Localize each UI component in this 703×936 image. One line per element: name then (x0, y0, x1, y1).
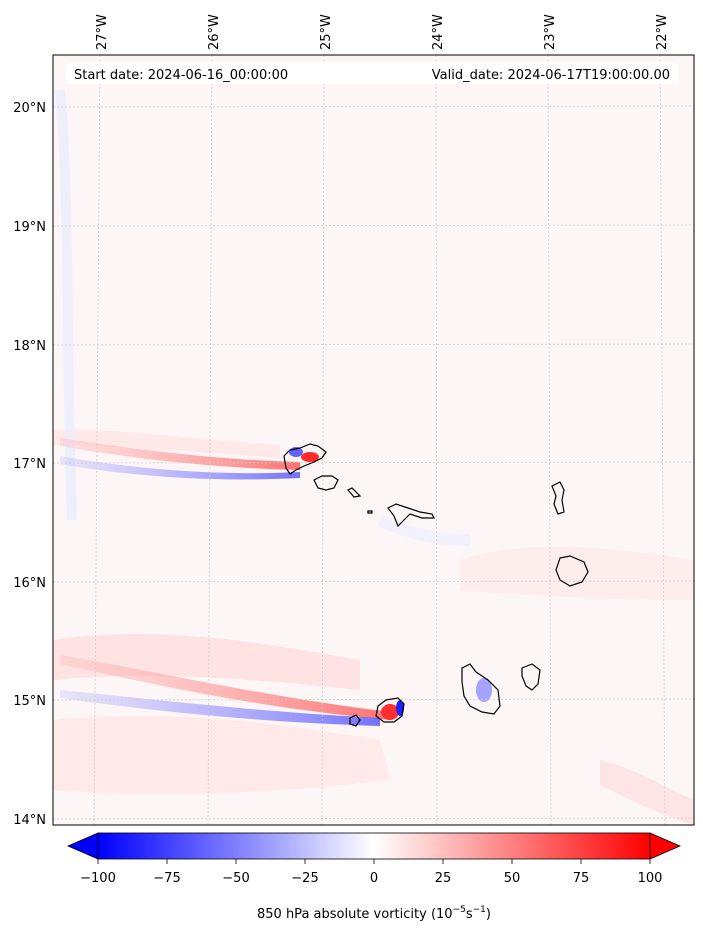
colorbar-label-prefix: 850 hPa absolute vorticity (10 (257, 907, 453, 922)
lat-tick-label: 20°N (13, 101, 46, 116)
island-maio (521, 663, 541, 691)
vorticity-patch (55, 89, 77, 521)
negative-vorticity-band (60, 456, 300, 480)
colorbar-label-suffix: ) (486, 907, 491, 922)
lon-tick-label: 22°W (655, 14, 670, 50)
island-boa-vista (555, 555, 589, 587)
vorticity-patch (53, 716, 390, 795)
lon-tick-label: 24°W (431, 14, 446, 50)
colorbar-min-extend (66, 832, 99, 860)
negative-vorticity-core (476, 678, 492, 702)
colorbar-gradient (97, 832, 651, 860)
gridlines (53, 55, 694, 825)
meridian-gridline (93, 55, 101, 825)
colorbar-label-unit: s (466, 907, 473, 922)
colorbar-tick-label: 100 (638, 871, 663, 886)
date-header-box (66, 62, 678, 84)
vorticity-patch (377, 514, 471, 546)
colorbar-label-exponent: −1 (473, 905, 486, 915)
lat-tick-label: 15°N (13, 694, 46, 709)
colorbar-tick-label: −25 (291, 871, 318, 886)
island-sao-vicente (313, 475, 339, 491)
start-date-label: Start date: 2024-06-16_00:00:00 (74, 68, 288, 83)
island-fogo (375, 697, 405, 723)
island-sao-nicolau (387, 503, 435, 528)
positive-vorticity-core (381, 704, 399, 720)
positive-vorticity-band (60, 438, 300, 470)
colorbar-tick-label: 25 (435, 871, 452, 886)
vorticity-field (53, 89, 694, 825)
longitude-labels: 27°W 26°W 25°W 24°W 23°W 22°W (95, 14, 670, 50)
map-panel (53, 55, 694, 825)
map-frame (52, 54, 695, 826)
lon-tick-label: 26°W (207, 14, 222, 50)
colorbar-tick-label: 50 (504, 871, 521, 886)
vorticity-patch (460, 546, 694, 600)
meridian-gridline (435, 55, 438, 825)
island-islet (367, 510, 373, 514)
island-sal (551, 481, 565, 515)
lat-tick-label: 18°N (13, 339, 46, 354)
lat-tick-label: 14°N (13, 813, 46, 828)
vorticity-patch (53, 633, 360, 690)
parallel-gridline (53, 343, 694, 346)
colorbar-tick-label: −100 (80, 871, 116, 886)
island-santa-luzia (347, 487, 362, 498)
wake-north (60, 438, 300, 480)
meridian-gridline (659, 55, 666, 825)
island-brava (349, 714, 361, 727)
lon-tick-label: 27°W (95, 14, 110, 50)
meridian-gridline (321, 55, 325, 825)
lat-tick-label: 16°N (13, 576, 46, 591)
colorbar-tick-labels: −100 −75 −50 −25 0 25 50 75 100 (80, 871, 662, 886)
parallel-gridline (53, 461, 694, 464)
negative-vorticity-core (396, 700, 404, 716)
parallel-gridline (53, 224, 694, 227)
island-santo-antao (283, 443, 327, 475)
colorbar-ticks (97, 859, 651, 864)
lon-tick-label: 25°W (319, 14, 334, 50)
colorbar: −100 −75 −50 −25 0 25 50 75 100 850 hPa … (66, 832, 682, 922)
lat-tick-label: 17°N (13, 457, 46, 472)
colorbar-tick-label: −50 (222, 871, 249, 886)
positive-vorticity-band (60, 655, 390, 720)
lat-tick-label: 19°N (13, 220, 46, 235)
valid-date-label: Valid_date: 2024-06-17T19:00:00.00 (432, 68, 670, 83)
wake-south (60, 655, 390, 726)
negative-vorticity-band (60, 690, 380, 726)
colorbar-label-exponent: −5 (453, 905, 466, 915)
meridian-gridline (547, 55, 552, 825)
colorbar-tick-label: −75 (153, 871, 180, 886)
positive-vorticity-core (301, 452, 319, 462)
colorbar-tick-label: 0 (370, 871, 378, 886)
colorbar-label: 850 hPa absolute vorticity (10−5s−1) (257, 905, 491, 922)
parallel-gridline (53, 580, 694, 583)
latitude-labels: 20°N 19°N 18°N 17°N 16°N 15°N 14°N (13, 101, 46, 828)
meridian-gridline (207, 55, 213, 825)
vorticity-patch (53, 429, 280, 458)
vorticity-patch (600, 760, 694, 825)
parallel-gridline (53, 817, 694, 820)
parallel-gridline (53, 105, 694, 108)
island-santiago (461, 663, 501, 715)
colorbar-max-extend (649, 832, 682, 860)
lon-tick-label: 23°W (543, 14, 558, 50)
coastlines (283, 443, 589, 727)
colorbar-tick-label: 75 (573, 871, 590, 886)
parallel-gridline (53, 698, 694, 701)
